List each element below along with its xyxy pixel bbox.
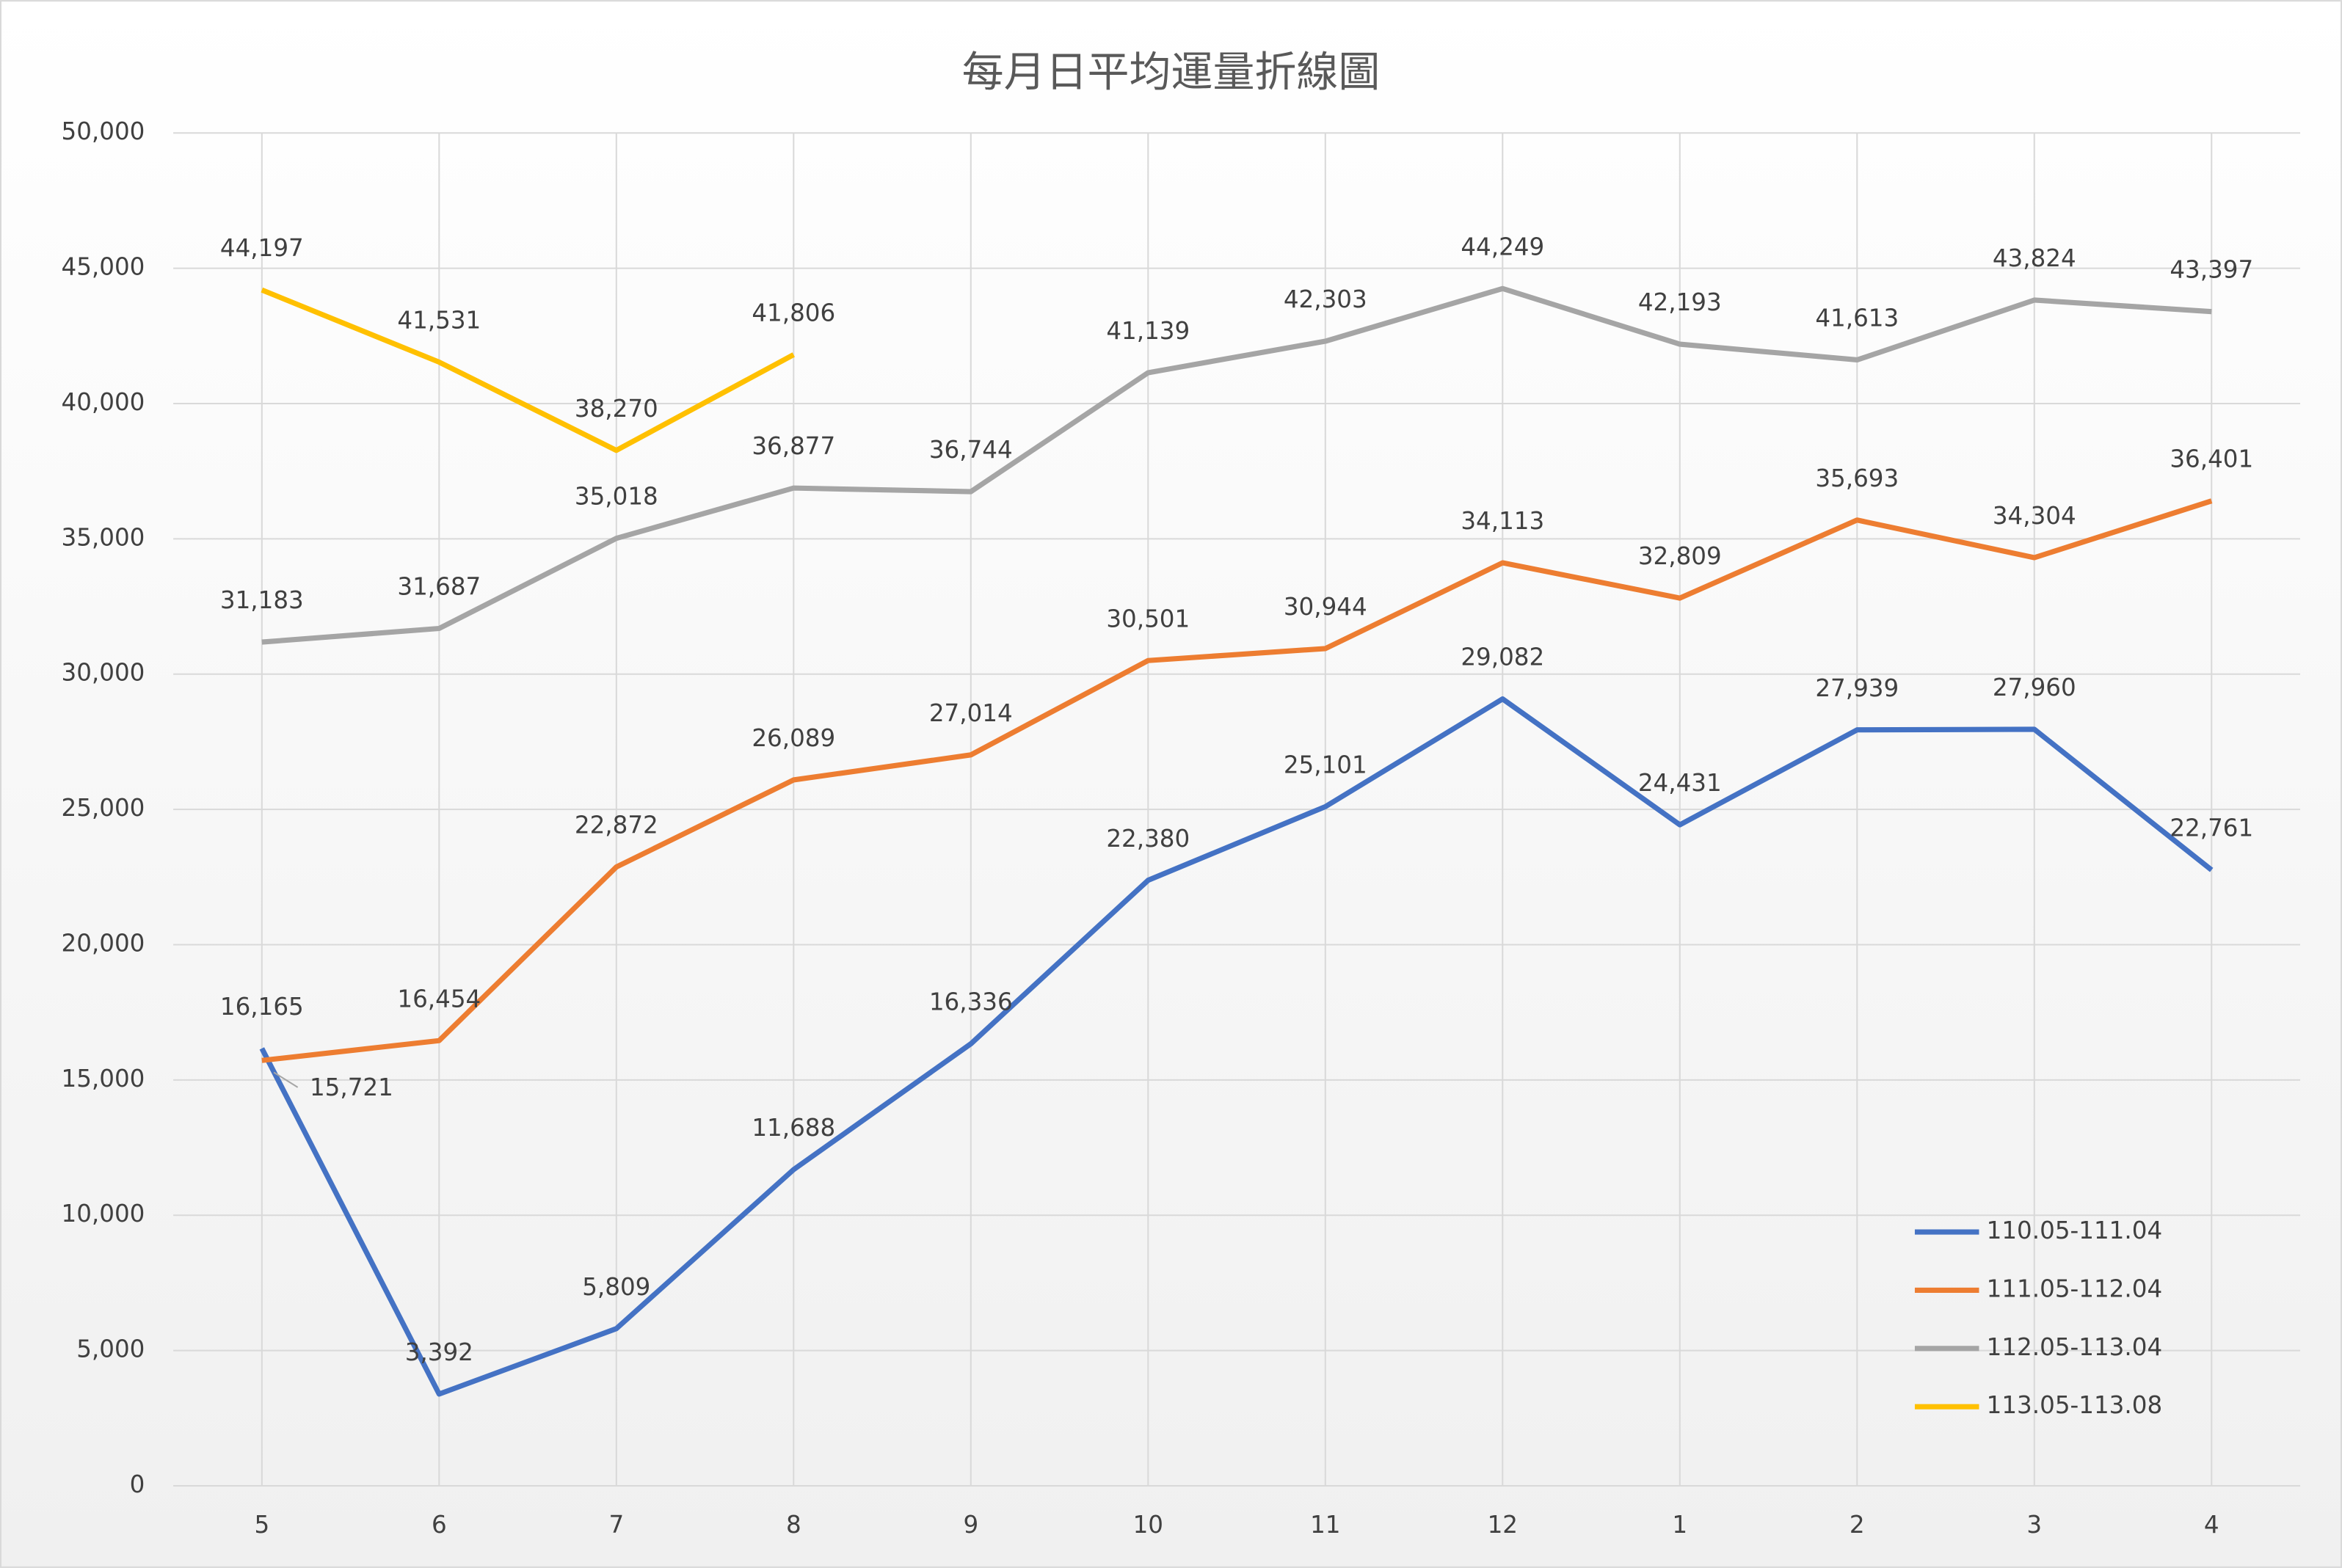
data-label: 35,693	[1815, 464, 1899, 492]
x-tick-label: 7	[608, 1511, 624, 1539]
data-label: 31,687	[397, 573, 481, 601]
data-label: 42,193	[1638, 288, 1722, 316]
data-label: 34,304	[1993, 502, 2076, 530]
x-tick-label: 12	[1488, 1511, 1518, 1539]
data-label: 26,089	[752, 724, 835, 752]
y-tick-label: 20,000	[62, 929, 145, 957]
x-tick-label: 3	[2026, 1511, 2042, 1539]
data-label: 43,397	[2170, 256, 2253, 284]
data-label: 27,939	[1815, 674, 1899, 702]
y-tick-label: 5,000	[76, 1335, 145, 1363]
legend-label: 112.05-113.04	[1987, 1333, 2163, 1361]
x-tick-label: 6	[432, 1511, 447, 1539]
data-label: 22,872	[575, 812, 658, 839]
legend-label: 111.05-112.04	[1987, 1275, 2163, 1302]
data-label: 5,809	[582, 1273, 650, 1301]
data-label: 30,501	[1106, 605, 1190, 632]
x-tick-label: 10	[1133, 1511, 1163, 1539]
y-tick-label: 30,000	[62, 659, 145, 687]
data-label: 3,392	[405, 1338, 473, 1366]
data-label: 38,270	[575, 395, 658, 423]
x-tick-label: 1	[1672, 1511, 1687, 1539]
data-label: 22,380	[1106, 825, 1190, 853]
data-label: 41,613	[1815, 305, 1899, 332]
data-label: 27,014	[929, 699, 1013, 727]
data-label: 11,688	[752, 1114, 835, 1142]
x-tick-label: 2	[1850, 1511, 1865, 1539]
x-tick-label: 4	[2204, 1511, 2219, 1539]
data-label: 41,531	[397, 307, 481, 335]
data-label: 31,183	[220, 586, 304, 614]
data-label: 41,139	[1106, 317, 1190, 345]
y-tick-label: 15,000	[62, 1065, 145, 1093]
data-label: 16,165	[220, 993, 304, 1021]
series-line	[261, 285, 2212, 645]
y-tick-label: 25,000	[62, 794, 145, 822]
data-label: 36,401	[2170, 445, 2253, 473]
data-label: 35,018	[575, 483, 658, 511]
x-tick-label: 9	[963, 1511, 978, 1539]
y-tick-label: 50,000	[62, 117, 145, 145]
legend-label: 113.05-113.08	[1987, 1391, 2163, 1419]
legend-label: 110.05-111.04	[1987, 1217, 2163, 1244]
y-tick-label: 35,000	[62, 523, 145, 551]
x-tick-label: 5	[254, 1511, 269, 1539]
data-label: 36,744	[929, 436, 1013, 464]
data-label: 15,721	[310, 1073, 393, 1101]
data-label: 22,761	[2170, 814, 2253, 842]
data-label: 24,431	[1638, 769, 1722, 797]
leader-line	[273, 1071, 299, 1088]
series-line	[261, 287, 795, 453]
x-tick-label: 11	[1310, 1511, 1340, 1539]
data-label: 41,806	[752, 299, 835, 327]
y-tick-label: 10,000	[62, 1200, 145, 1228]
data-label: 36,877	[752, 432, 835, 460]
data-label: 44,249	[1461, 233, 1544, 260]
data-label: 29,082	[1461, 643, 1544, 671]
data-label: 30,944	[1284, 593, 1367, 621]
data-label: 16,336	[929, 988, 1013, 1016]
chart-title: 每月日平均運量折線圖	[962, 48, 1381, 96]
data-label: 44,197	[220, 234, 304, 262]
x-tick-label: 8	[786, 1511, 801, 1539]
y-tick-label: 45,000	[62, 253, 145, 281]
y-tick-label: 0	[130, 1470, 145, 1498]
data-label: 43,824	[1993, 244, 2076, 272]
data-label: 34,113	[1461, 507, 1544, 535]
data-label: 42,303	[1284, 285, 1367, 313]
data-label: 32,809	[1638, 542, 1722, 570]
data-label: 27,960	[1993, 674, 2076, 701]
series-line	[261, 498, 2213, 1063]
data-label: 16,454	[397, 985, 481, 1013]
y-tick-label: 40,000	[62, 388, 145, 416]
data-label: 25,101	[1284, 751, 1367, 778]
series-line	[259, 696, 2214, 1397]
